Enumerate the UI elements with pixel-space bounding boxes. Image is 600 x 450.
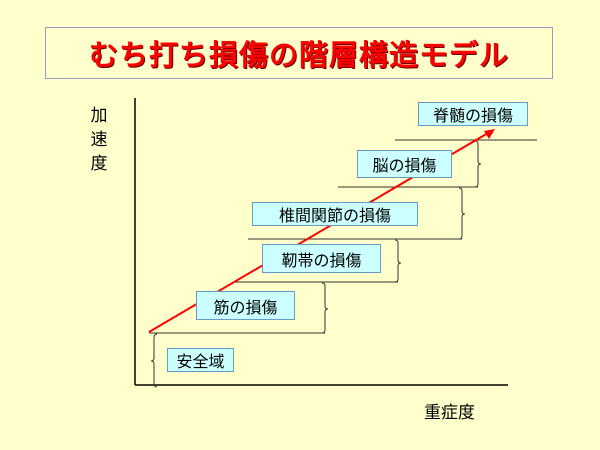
level-muscle-injury: 筋の損傷 [196,291,295,320]
level-facet-joint-injury: 椎間関節の損傷 [252,202,418,226]
level-safe-zone: 安全域 [167,348,234,372]
level-brain-injury: 脳の損傷 [357,150,452,178]
x-axis-label: 重症度 [424,403,475,423]
level-ligament-injury: 靭帯の損傷 [262,244,381,273]
brace-safe [150,333,158,388]
brace-brain [474,140,482,188]
brace-ligament [394,239,402,283]
slide-title: むち打ち損傷の階層構造モデル [88,38,509,72]
brace-muscle [321,282,329,334]
y-axis-label: 加速度 [90,106,108,174]
arrow-head-icon [484,129,495,139]
level-spinal-cord-injury: 脊髄の損傷 [418,102,528,126]
brace-facet [458,187,466,240]
title-box: むち打ち損傷の階層構造モデル [45,27,553,79]
